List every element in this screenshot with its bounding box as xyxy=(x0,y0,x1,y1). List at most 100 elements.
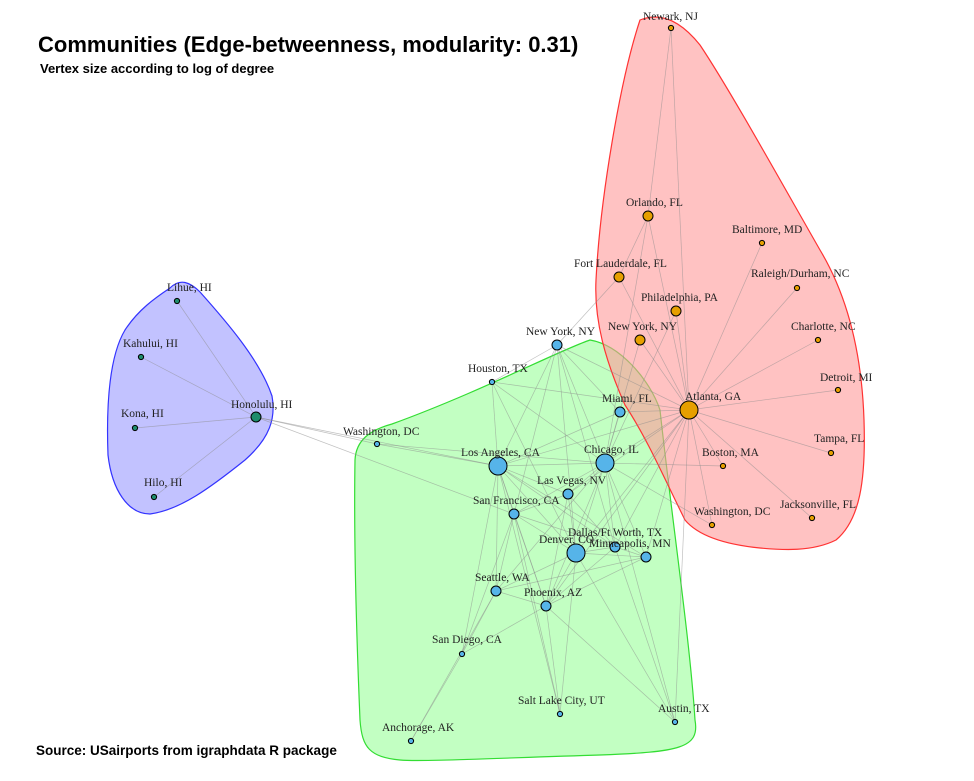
vertex-sandiego xyxy=(458,650,466,658)
edge-seattle-anchorage xyxy=(410,590,497,742)
edge-atlanta-lasvegas xyxy=(567,409,690,495)
vertex-label-lihue: Lihue, HI xyxy=(167,282,212,294)
vertex-phoenix xyxy=(540,600,552,612)
edge-fortlaud-nymain xyxy=(556,276,620,346)
vertex-minneapolis xyxy=(640,551,652,563)
community-hull-east xyxy=(595,16,865,551)
vertex-label-seattle: Seattle, WA xyxy=(475,572,530,584)
edge-layer xyxy=(134,27,839,742)
vertex-label-slc: Salt Lake City, UT xyxy=(518,695,605,707)
edge-jax-atlanta xyxy=(688,409,813,519)
vertex-label-austin: Austin, TX xyxy=(658,703,710,715)
edge-philly-atlanta xyxy=(675,310,690,411)
vertex-label-sandiego: San Diego, CA xyxy=(432,634,503,646)
edge-seattle-sandiego xyxy=(461,590,497,655)
vertex-kona xyxy=(131,424,139,432)
edge-la-seattle xyxy=(495,465,499,592)
edge-charlotte-atlanta xyxy=(688,339,819,411)
vertex-boston xyxy=(719,462,727,470)
edge-nymain-denver xyxy=(556,344,577,554)
vertex-label-honolulu: Honolulu, HI xyxy=(231,399,293,411)
chart-subtitle: Vertex size according to log of degree xyxy=(40,61,274,76)
edge-chicago-denver xyxy=(575,462,606,554)
label-layer: Lihue, HI Kahului, HI Kona, HI Hilo, HI Hono… xyxy=(121,11,873,734)
edge-philly-chicago xyxy=(604,310,677,464)
edge-la-chicago xyxy=(497,462,606,467)
vertex-label-baltimore: Baltimore, MD xyxy=(732,224,802,236)
edge-dallas-phoenix xyxy=(545,546,616,607)
edge-orlando-atlanta xyxy=(647,215,690,411)
vertex-label-dcwest: Washington, DC xyxy=(343,426,420,438)
vertex-label-jax: Jacksonville, FL xyxy=(780,499,856,511)
vertex-nyeast xyxy=(634,334,646,346)
edge-nymain-chicago xyxy=(556,344,606,464)
edge-la-lasvegas xyxy=(497,465,569,495)
edge-fortlaud-atlanta xyxy=(618,276,690,411)
edge-nymain-dallas xyxy=(556,344,616,548)
vertex-label-charlotte: Charlotte, NC xyxy=(791,321,856,333)
edge-houston-chicago xyxy=(491,381,606,464)
edge-hilo-honolulu xyxy=(153,416,257,498)
edge-newark-atlanta xyxy=(670,27,690,411)
vertex-label-detroit: Detroit, MI xyxy=(820,372,873,384)
edge-kona-honolulu xyxy=(134,416,257,429)
vertex-label-newark: Newark, NJ xyxy=(643,11,698,23)
edge-nymain-la xyxy=(497,344,558,467)
vertex-detroit xyxy=(834,386,842,394)
edge-chicago-seattle xyxy=(495,462,606,592)
community-hulls xyxy=(106,16,865,762)
edge-la-slc xyxy=(497,465,561,715)
edge-la-minneapolis xyxy=(497,465,647,558)
edge-tampa-atlanta xyxy=(688,409,832,454)
edge-honolulu-dcwest xyxy=(255,416,378,445)
vertex-label-tampa: Tampa, FL xyxy=(814,433,864,445)
vertex-label-nymain: New York, NY xyxy=(526,326,596,338)
edge-lasvegas-sf xyxy=(513,493,569,515)
edge-chicago-minneapolis xyxy=(604,462,647,558)
edge-minneapolis-seattle xyxy=(495,556,647,592)
vertex-label-sf: San Francisco, CA xyxy=(473,495,560,507)
vertex-newark xyxy=(667,24,675,32)
vertex-philly xyxy=(670,305,682,317)
vertex-jax xyxy=(808,514,816,522)
edge-denver-phoenix xyxy=(545,552,577,607)
vertex-nymain xyxy=(551,339,563,351)
edge-orlando-chicago xyxy=(604,215,649,464)
vertex-label-minneapolis: Minneapolis, MN xyxy=(589,538,671,550)
vertex-layer xyxy=(131,24,842,745)
vertex-seattle xyxy=(490,585,502,597)
vertex-lihue xyxy=(173,297,181,305)
vertex-label-la: Los Angeles, CA xyxy=(461,447,541,459)
edge-baltimore-atlanta xyxy=(688,242,763,411)
edge-atlanta-nymain xyxy=(556,344,690,411)
chart-title: Communities (Edge-betweenness, modularit… xyxy=(38,32,578,57)
vertex-label-denver: Denver, CO xyxy=(539,534,594,546)
edge-dceast-chicago xyxy=(604,462,713,526)
edge-sf-slc xyxy=(513,513,561,715)
edge-denver-austin xyxy=(575,552,676,723)
edge-honolulu-sf xyxy=(255,416,515,515)
vertex-label-raleigh: Raleigh/Durham, NC xyxy=(751,268,850,280)
edge-nymain-sf xyxy=(513,344,558,515)
vertex-dceast xyxy=(708,521,716,529)
edge-atlanta-chicago xyxy=(604,409,690,464)
vertex-chicago xyxy=(595,453,615,473)
edge-dcwest-la xyxy=(376,443,499,467)
edge-la-denver xyxy=(497,465,577,554)
edge-atlanta-austin xyxy=(674,409,690,723)
edge-sf-denver xyxy=(513,513,577,554)
vertex-honolulu xyxy=(250,411,262,423)
edge-la-dallas xyxy=(497,465,616,548)
edge-sandiego-anchorage xyxy=(410,653,463,742)
vertex-raleigh xyxy=(793,284,801,292)
edge-atlanta-houston xyxy=(491,381,690,411)
edge-seattle-phoenix xyxy=(495,590,547,607)
edge-boston-chicago xyxy=(604,462,724,467)
vertex-label-nyeast: New York, NY xyxy=(608,321,678,333)
edge-detroit-atlanta xyxy=(688,389,839,411)
edge-chicago-austin xyxy=(604,462,676,723)
edge-chicago-sf xyxy=(513,462,606,515)
edge-orlando-fortlaud xyxy=(618,215,649,278)
edge-chicago-phoenix xyxy=(545,462,606,607)
